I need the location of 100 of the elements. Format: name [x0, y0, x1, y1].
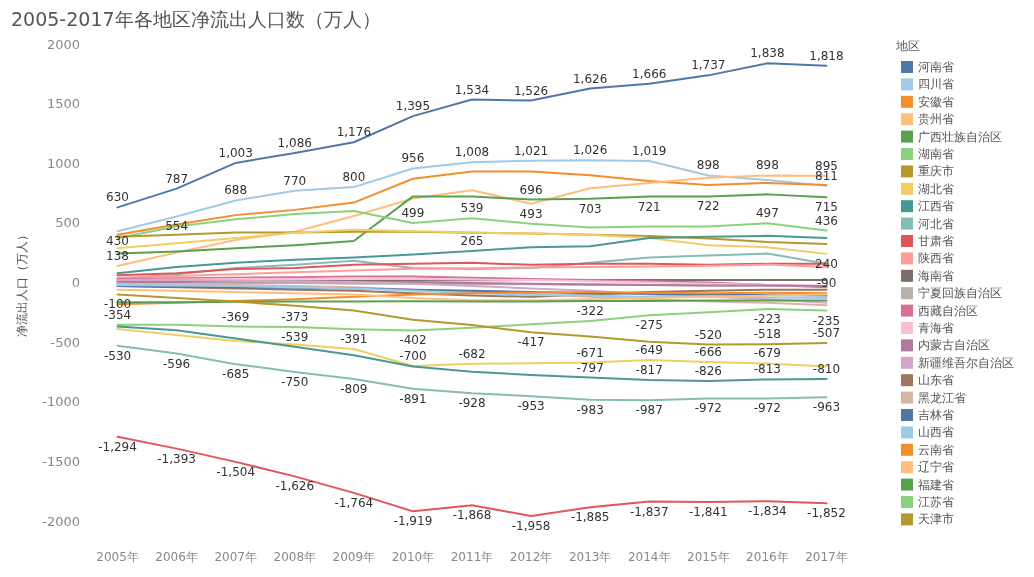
data-label: 1,818	[809, 48, 844, 63]
legend-label: 广西壮族自治区	[918, 129, 1002, 144]
y-tick-label: 1500	[46, 96, 80, 112]
data-label: -953	[517, 399, 545, 414]
legend-label: 新疆维吾尔自治区	[918, 355, 1014, 370]
y-tick-label: -1500	[42, 453, 80, 469]
data-label: -682	[458, 346, 486, 361]
data-label: -1,504	[216, 464, 256, 479]
legend-label: 湖南省	[918, 147, 954, 161]
data-label: -983	[576, 402, 604, 417]
x-tick-label: 2017年	[805, 550, 848, 564]
data-label: 499	[401, 205, 425, 220]
data-label: -817	[635, 362, 663, 377]
data-label: -596	[163, 356, 191, 371]
x-tick-label: 2013年	[568, 550, 612, 564]
data-label: 539	[460, 201, 484, 216]
x-tick-label: 2015年	[687, 550, 730, 564]
x-tick-label: 2014年	[627, 550, 671, 564]
data-label: 265	[460, 233, 484, 248]
data-label: 715	[815, 200, 838, 215]
data-label: -685	[222, 367, 250, 382]
legend-label: 四川省	[918, 77, 954, 92]
data-label: 1,021	[513, 143, 549, 158]
legend-title: 地区	[895, 39, 920, 53]
data-label: 696	[519, 182, 543, 197]
x-tick-label: 2011年	[450, 550, 494, 564]
data-label: 811	[815, 168, 838, 183]
data-label: 138	[106, 249, 129, 264]
data-label: 1,838	[750, 46, 785, 61]
legend-label: 山西省	[918, 425, 954, 440]
data-label: 1,626	[572, 71, 608, 86]
data-label: 770	[283, 173, 307, 188]
data-label: 630	[106, 190, 129, 205]
data-label: 1,534	[454, 82, 490, 97]
data-label: -1,837	[629, 504, 669, 519]
legend-label: 河北省	[918, 216, 954, 231]
data-label: -391	[340, 332, 368, 347]
data-label: -530	[103, 348, 132, 363]
data-label: -322	[576, 303, 604, 318]
data-label: -373	[281, 309, 309, 324]
data-label: -700	[399, 348, 427, 363]
data-label: 1,737	[691, 58, 726, 73]
x-tick-label: 2016年	[746, 550, 789, 564]
data-label: -354	[103, 307, 132, 322]
data-label: 436	[815, 213, 838, 228]
legend-label: 内蒙古自治区	[918, 338, 990, 353]
data-label: -1,764	[334, 495, 374, 510]
x-tick-label: 2008年	[273, 550, 317, 564]
data-label: -1,885	[570, 510, 610, 525]
y-tick-label: -500	[50, 334, 80, 350]
y-tick-label: 500	[55, 215, 80, 231]
legend-label: 宁夏回族自治区	[918, 286, 1002, 301]
data-label: -235	[812, 313, 841, 328]
legend-label: 青海省	[918, 321, 954, 335]
legend-label: 湖北省	[918, 181, 954, 196]
data-label: -809	[340, 381, 368, 396]
data-label: 898	[696, 158, 720, 173]
data-label: -750	[281, 374, 309, 389]
y-tick-label: -2000	[42, 513, 80, 529]
data-label: 1,019	[632, 143, 667, 158]
data-label: -679	[753, 346, 781, 361]
x-tick-label: 2012年	[509, 550, 553, 564]
data-label: 787	[165, 171, 189, 186]
legend-label: 甘肃省	[918, 234, 954, 248]
legend-label: 河南省	[918, 60, 954, 74]
data-label: 493	[519, 206, 543, 221]
y-tick-label: 2000	[46, 36, 80, 52]
data-label: 800	[342, 170, 366, 185]
data-label: 1,008	[454, 145, 490, 160]
data-label: -90	[816, 276, 837, 291]
data-label: -1,868	[452, 508, 492, 523]
legend-label: 贵州省	[918, 112, 954, 127]
data-label: 1,176	[336, 125, 372, 140]
data-label: -1,393	[157, 451, 196, 466]
legend-label: 陕西省	[918, 251, 954, 266]
y-tick-label: 1000	[46, 155, 80, 171]
data-label: -507	[812, 325, 841, 340]
data-label: -826	[694, 364, 722, 378]
data-label: -369	[222, 309, 250, 324]
data-label: -972	[694, 401, 722, 416]
data-label: 1,666	[632, 66, 667, 81]
data-label: -223	[753, 312, 781, 327]
legend-label: 安徽省	[918, 94, 954, 109]
legend-label: 辽宁省	[918, 460, 954, 475]
data-label: -520	[694, 327, 722, 342]
data-label: -972	[753, 401, 781, 416]
data-label: -1,294	[98, 439, 137, 454]
data-label: 688	[224, 183, 248, 198]
data-label: -539	[281, 329, 309, 344]
x-tick-label: 2009年	[332, 550, 376, 564]
data-label: -666	[694, 344, 722, 359]
data-label: -1,919	[393, 514, 433, 529]
data-label: 721	[637, 199, 661, 214]
data-label: 240	[815, 256, 838, 271]
data-label: -518	[753, 327, 781, 342]
data-label: -1,852	[807, 506, 846, 521]
data-label: -417	[517, 335, 545, 350]
data-label: -402	[399, 333, 427, 348]
data-label: 1,003	[218, 145, 253, 160]
data-label: -813	[753, 362, 781, 377]
